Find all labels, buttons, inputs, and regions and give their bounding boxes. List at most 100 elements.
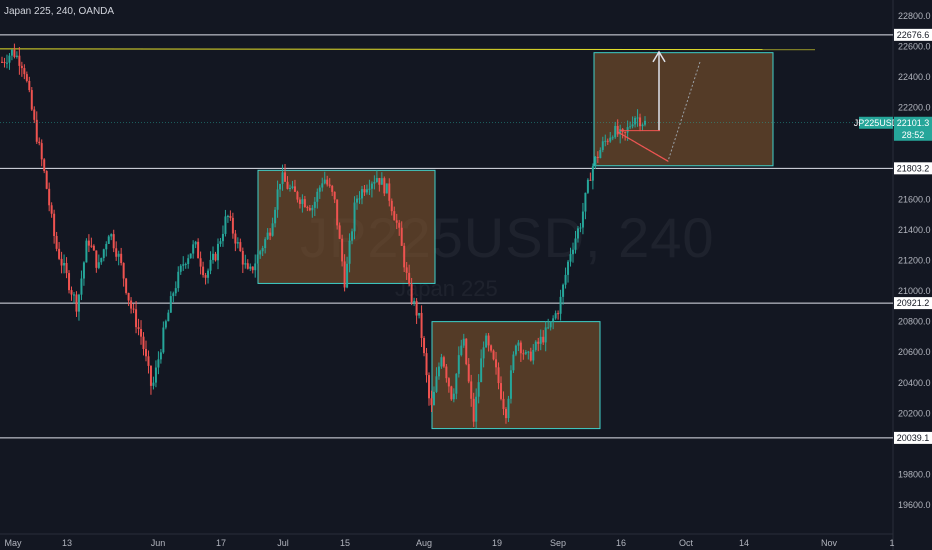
y-tick-label: 21400.0	[898, 225, 931, 235]
candle-body	[189, 253, 192, 259]
candle-body	[68, 273, 71, 291]
candle-body	[303, 199, 306, 208]
candle-body	[276, 189, 279, 210]
candle-body	[460, 345, 463, 356]
candle-body	[586, 179, 589, 193]
x-tick-label: 13	[62, 538, 72, 548]
candle-body	[72, 294, 75, 296]
candle-body	[604, 140, 607, 142]
candle-body	[442, 357, 445, 367]
candle-body	[224, 216, 227, 234]
candle-body	[65, 262, 68, 274]
candle-body	[447, 378, 450, 387]
candle-body	[529, 351, 532, 361]
candle-body	[199, 258, 202, 267]
candle-body	[85, 240, 88, 263]
candle-body	[584, 192, 587, 212]
candle-body	[40, 143, 43, 160]
candle-body	[348, 240, 351, 264]
candle-body	[470, 381, 473, 399]
candle-body	[495, 359, 498, 368]
candle-body	[63, 262, 66, 266]
candle-body	[152, 382, 155, 386]
candle-body	[455, 373, 458, 394]
candle-body	[385, 183, 388, 194]
candle-body	[45, 171, 48, 189]
x-tick-label: Nov	[821, 538, 838, 548]
candle-body	[365, 189, 368, 193]
candle-body	[187, 258, 190, 265]
candle-body	[435, 376, 438, 392]
candle-body	[480, 358, 483, 383]
candle-body	[338, 225, 341, 239]
candle-body	[569, 254, 572, 262]
candle-body	[572, 249, 575, 255]
candle-body	[432, 391, 435, 406]
candle-body	[241, 251, 244, 265]
x-tick-label: 14	[739, 538, 749, 548]
candle-body	[410, 284, 413, 303]
candle-body	[636, 117, 639, 119]
candle-body	[559, 296, 562, 314]
candle-body	[534, 341, 537, 350]
candle-body	[400, 227, 403, 246]
candle-body	[564, 274, 567, 285]
candle-body	[465, 338, 468, 365]
candle-body	[110, 234, 113, 237]
candle-body	[159, 352, 162, 360]
candle-body	[38, 141, 41, 144]
candle-body	[157, 359, 160, 368]
candle-body	[229, 215, 232, 218]
candle-body	[467, 364, 470, 382]
x-tick-label: Jun	[151, 538, 166, 548]
y-tick-label: 22600.0	[898, 42, 931, 52]
candle-body	[579, 227, 582, 229]
zone-box-2	[431, 321, 601, 430]
candle-body	[80, 278, 83, 295]
candle-body	[1, 61, 3, 63]
yellow-trendline	[0, 48, 816, 51]
candle-body	[576, 228, 579, 239]
candle-body	[507, 398, 510, 419]
candle-body	[490, 345, 493, 351]
candle-body	[135, 309, 138, 328]
candle-body	[20, 65, 23, 69]
candle-body	[333, 191, 336, 200]
candle-body	[331, 185, 334, 192]
candle-body	[23, 68, 26, 75]
candle-body	[306, 207, 309, 209]
candle-body	[639, 117, 642, 127]
red-projection-line	[617, 131, 669, 162]
candle-body	[279, 183, 282, 190]
candle-body	[15, 55, 18, 57]
candle-body	[487, 335, 490, 346]
candle-body	[437, 366, 440, 377]
candle-body	[296, 191, 299, 200]
candle-body	[239, 242, 242, 252]
candle-body	[500, 383, 503, 399]
candle-body	[179, 265, 182, 272]
candle-body	[70, 290, 73, 295]
symbol-tag-bg	[859, 116, 893, 129]
candle-body	[226, 215, 229, 217]
candle-body	[147, 356, 150, 366]
candle-body	[192, 244, 195, 254]
candle-body	[341, 238, 344, 262]
candle-body	[527, 351, 530, 353]
x-tick-label: 16	[616, 538, 626, 548]
candle-body	[452, 393, 455, 400]
candle-body	[125, 278, 128, 293]
candle-body	[596, 156, 599, 158]
candle-body	[472, 398, 475, 422]
candle-body	[370, 183, 373, 189]
candle-body	[142, 336, 145, 350]
candle-body	[97, 262, 100, 268]
candle-body	[311, 207, 314, 211]
candle-body	[251, 266, 254, 271]
candle-body	[440, 357, 443, 367]
x-tick-label: 15	[340, 538, 350, 548]
candle-body	[219, 241, 222, 244]
candle-body	[25, 74, 28, 81]
candle-body	[594, 156, 597, 167]
